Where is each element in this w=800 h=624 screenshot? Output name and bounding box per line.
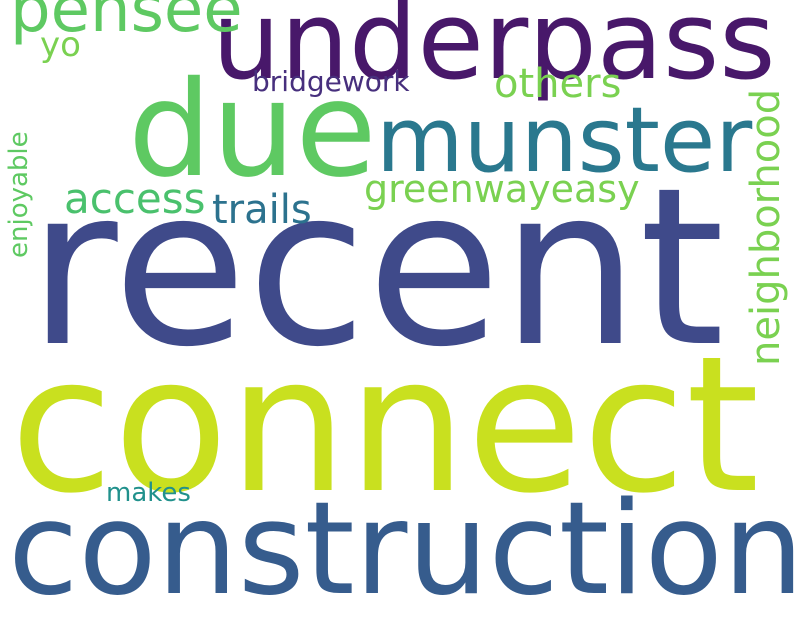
word-access: access [64, 174, 206, 223]
word-construction: construction [8, 475, 800, 624]
word-pensee: pensee [10, 0, 243, 47]
word-cloud-canvas: recent connect construction underpass du… [4, 0, 800, 614]
word-trails: trails [212, 187, 312, 233]
word-neighborhood: neighborhood [743, 88, 789, 366]
word-others: others [494, 61, 622, 107]
word-bridgework: bridgework [252, 65, 410, 98]
word-connect: connect [10, 316, 760, 535]
word-enjoyable: enjoyable [4, 131, 34, 258]
word-recent: recent [28, 142, 725, 395]
word-underpass: underpass [212, 0, 776, 104]
word-munster: munster [376, 88, 753, 193]
word-makes: makes [106, 478, 191, 508]
word-greenwayeasy: greenwayeasy [364, 167, 640, 211]
word-due: due [128, 53, 377, 207]
word-yo: yo [40, 25, 81, 65]
